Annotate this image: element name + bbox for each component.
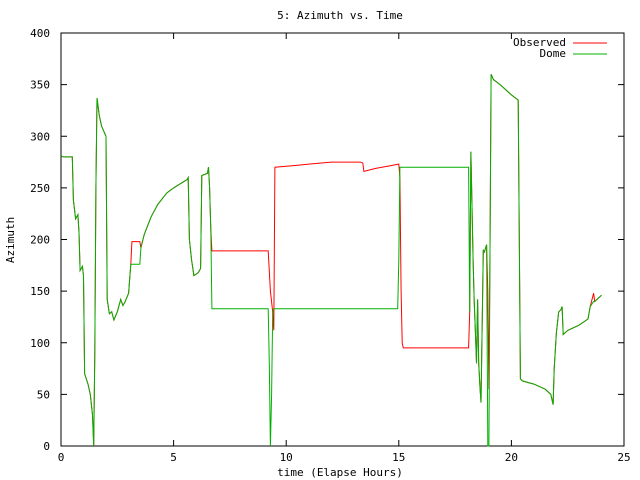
chart-title: 5: Azimuth vs. Time <box>277 9 403 22</box>
legend-label: Observed <box>513 36 566 49</box>
y-axis-label: Azimuth <box>4 217 17 263</box>
y-tick-label: 350 <box>30 79 50 92</box>
y-tick-label: 400 <box>30 27 50 40</box>
y-tick-label: 0 <box>43 440 50 453</box>
y-tick-label: 250 <box>30 182 50 195</box>
x-tick-label: 10 <box>280 451 293 464</box>
y-axis: 0 50 100 150 200 250 300 350 400 <box>30 27 624 453</box>
series-line-dome <box>60 74 602 447</box>
x-axis: 0 5 10 15 20 25 <box>58 33 631 464</box>
x-tick-label: 15 <box>392 451 405 464</box>
y-tick-label: 100 <box>30 337 50 350</box>
x-axis-label: time (Elapse Hours) <box>277 466 403 479</box>
y-tick-label: 300 <box>30 130 50 143</box>
y-tick-label: 200 <box>30 234 50 247</box>
series-line-observed <box>60 74 602 447</box>
y-tick-label: 50 <box>37 388 50 401</box>
series-layer <box>60 74 602 447</box>
x-tick-label: 0 <box>58 451 65 464</box>
y-tick-label: 150 <box>30 285 50 298</box>
plot-frame <box>60 32 625 447</box>
x-tick-label: 20 <box>505 451 518 464</box>
x-tick-label: 25 <box>617 451 630 464</box>
x-tick-label: 5 <box>170 451 177 464</box>
legend-label: Dome <box>540 47 567 60</box>
